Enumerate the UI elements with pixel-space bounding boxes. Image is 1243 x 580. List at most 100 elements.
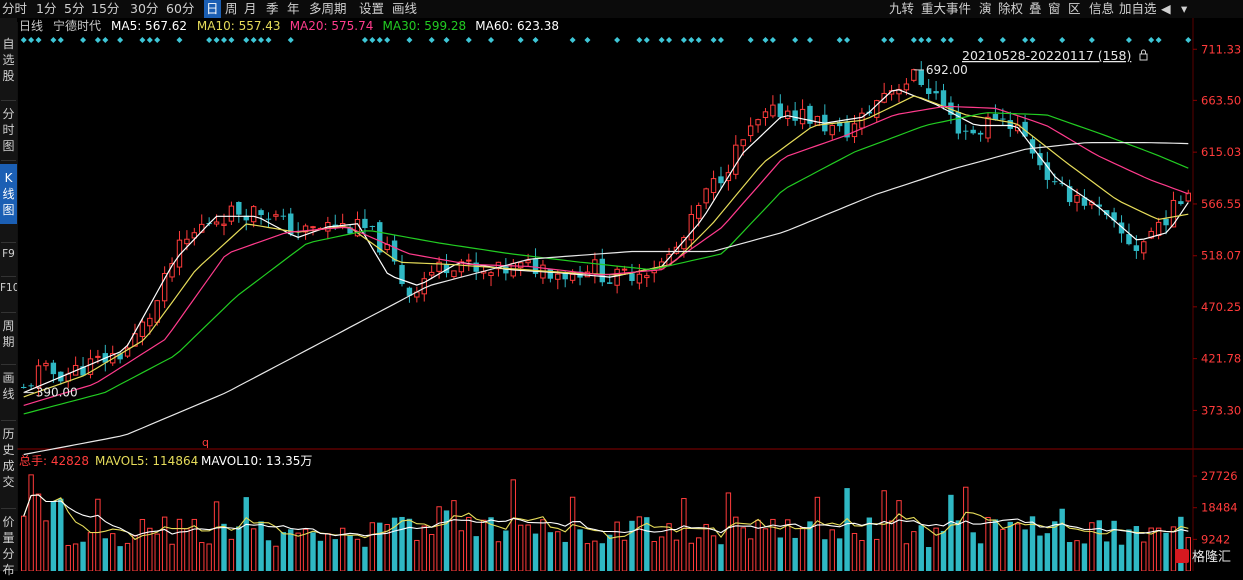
candle-body [443, 264, 450, 274]
candle-body [703, 188, 709, 204]
volume-bar [977, 543, 984, 571]
tab-2[interactable]: 1分 [36, 1, 57, 16]
volume-bar [970, 532, 976, 571]
tool-5[interactable]: 叠 [1029, 1, 1042, 16]
candle-body [1178, 201, 1184, 205]
tool-3[interactable]: 演 [979, 1, 992, 16]
candle-body [525, 260, 531, 264]
volume-bar [1103, 541, 1110, 571]
ma-line-ma20 [23, 105, 1189, 406]
candle-body [250, 206, 257, 223]
volume-bar [428, 533, 435, 571]
sidebar-item-2[interactable]: 分时图 [2, 107, 15, 153]
volume-bar [859, 540, 865, 571]
volume-bar [347, 534, 353, 571]
volume-bar [614, 521, 620, 571]
signal-diamond [265, 37, 272, 43]
tab-5[interactable]: 30分 [130, 1, 159, 16]
candle-body [955, 112, 962, 134]
candle-body [911, 69, 917, 81]
candle-body [421, 278, 427, 295]
volume-bar [814, 496, 821, 571]
volume-bar [466, 516, 472, 571]
sidebar-item-9[interactable]: 价量分布 [2, 515, 15, 577]
kline-chart[interactable]: 711.33 663.50 615.03 566.55 518.07 470.25 421.… [17, 18, 1243, 571]
signal-diamond [80, 37, 87, 43]
price-axis: 711.33 663.50 615.03 566.55 518.07 470.25 421.… [1193, 42, 1241, 546]
tool-9[interactable]: 加自选 [1119, 1, 1157, 16]
sidebar-item-5[interactable]: F10 [0, 282, 20, 294]
event-marker[interactable]: q [202, 436, 209, 449]
range-label[interactable]: 20210528-20220117 (158) [962, 48, 1131, 63]
tab-7[interactable]: 日 [204, 0, 221, 18]
sidebar-item-8[interactable]: 历史成交 [2, 427, 15, 489]
volume-bar [1066, 542, 1073, 571]
volume-bar [102, 538, 109, 571]
tab-14[interactable]: 画线 [392, 1, 418, 16]
sidebar-item-7[interactable]: 画线 [2, 371, 15, 401]
signal-diamond [658, 37, 665, 43]
signal-diamond [287, 37, 294, 43]
sound-icon[interactable]: ◀ [1161, 1, 1171, 16]
candle-body [547, 269, 554, 279]
volume-bar [1029, 516, 1036, 571]
sidebar-item-4[interactable]: F9 [2, 248, 15, 260]
signal-diamond [1022, 37, 1029, 43]
volume-bar [733, 516, 739, 571]
volume-bar [265, 540, 272, 571]
volume-bar [762, 528, 769, 571]
signal-diamond [35, 37, 42, 43]
sidebar-item-6[interactable]: 周期 [2, 319, 15, 349]
moving-average-lines [23, 89, 1189, 456]
ma-legend-item: MA30: 599.28 [383, 19, 467, 33]
volume-bar [325, 533, 331, 571]
candle-body [985, 116, 991, 139]
signal-diamond [910, 37, 917, 43]
tool-1[interactable]: 九转 [889, 1, 915, 16]
tab-10[interactable]: 季 [266, 1, 279, 16]
volume-bar [273, 545, 279, 571]
volume-bar [925, 547, 932, 571]
sidebar-item-1[interactable]: 自选股 [2, 37, 15, 83]
volume-bar [1052, 521, 1058, 571]
tab-4[interactable]: 15分 [91, 1, 120, 16]
volume-bar [288, 529, 294, 571]
volume-bar [955, 520, 962, 571]
volume-bar [1178, 516, 1184, 571]
volume-bar [1126, 529, 1132, 571]
candle-body [280, 215, 287, 217]
tab-12[interactable]: 多周期 [309, 1, 347, 16]
price-tick-label: 663.50 [1201, 93, 1241, 107]
candle-body [851, 123, 858, 138]
candle-body [43, 362, 49, 367]
tab-1[interactable]: 分时 [2, 1, 28, 16]
tab-9[interactable]: 月 [244, 1, 257, 16]
volume-bar [221, 523, 227, 571]
candle-body [1133, 245, 1140, 251]
candle-body [154, 300, 160, 323]
signal-diamond [146, 37, 153, 43]
tool-4[interactable]: 除权 [998, 1, 1024, 16]
volume-bar [710, 535, 717, 571]
price-tick-label: 373.30 [1201, 403, 1241, 417]
tool-6[interactable]: 窗 [1048, 1, 1061, 16]
mavol-line-10 [23, 494, 1189, 537]
lock-icon[interactable] [1139, 49, 1148, 61]
tool-2[interactable]: 重大事件 [921, 1, 972, 16]
tab-8[interactable]: 周 [225, 1, 238, 16]
candle-body [21, 386, 27, 388]
tool-8[interactable]: 信息 [1089, 1, 1115, 16]
tab-11[interactable]: 年 [287, 1, 300, 16]
volume-legend-item: MAVOL5: 114864 [95, 454, 198, 468]
tab-6[interactable]: 60分 [166, 1, 195, 16]
tab-3[interactable]: 5分 [64, 1, 85, 16]
sidebar-item-3[interactable]: K线图 [0, 164, 17, 224]
volume-bar [1155, 527, 1162, 571]
tool-7[interactable]: 区 [1068, 1, 1081, 16]
volume-bar [503, 530, 509, 571]
chevron-down-icon[interactable]: ▾ [1181, 1, 1188, 16]
tab-13[interactable]: 设置 [359, 1, 385, 16]
candle-body [362, 218, 368, 229]
signal-diamond [50, 37, 57, 43]
volume-bar [332, 539, 338, 571]
